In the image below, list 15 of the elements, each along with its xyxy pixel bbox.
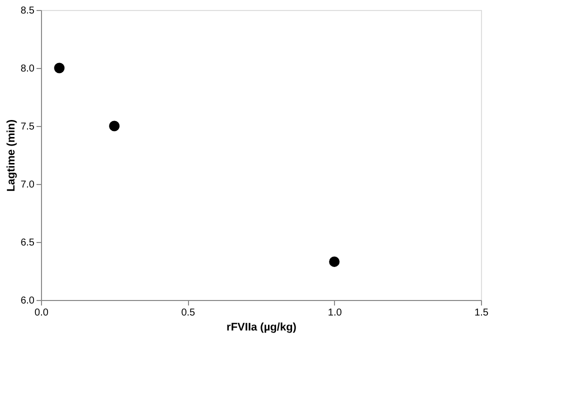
y-axis-title: Lagtime (min) [6,119,18,192]
point [329,256,340,267]
point [54,62,65,74]
x-tick-label: 0.0 [34,308,49,318]
x-tick-label: 1.0 [328,308,342,318]
y-tick-label: 8.0 [20,64,35,74]
y-tick-label: 7.5 [20,122,35,132]
x-tick-label: 1.5 [474,308,489,318]
y-tick-label: 8.5 [20,6,35,16]
point [109,120,120,132]
x-tick-label: 0.5 [181,308,196,318]
y-tick-label: 7.0 [20,180,35,190]
y-tick-label: 6.5 [20,238,35,248]
y-tick-label: 6.0 [20,296,35,306]
x-axis-title: rFVIIa (µg/kg) [226,322,297,334]
